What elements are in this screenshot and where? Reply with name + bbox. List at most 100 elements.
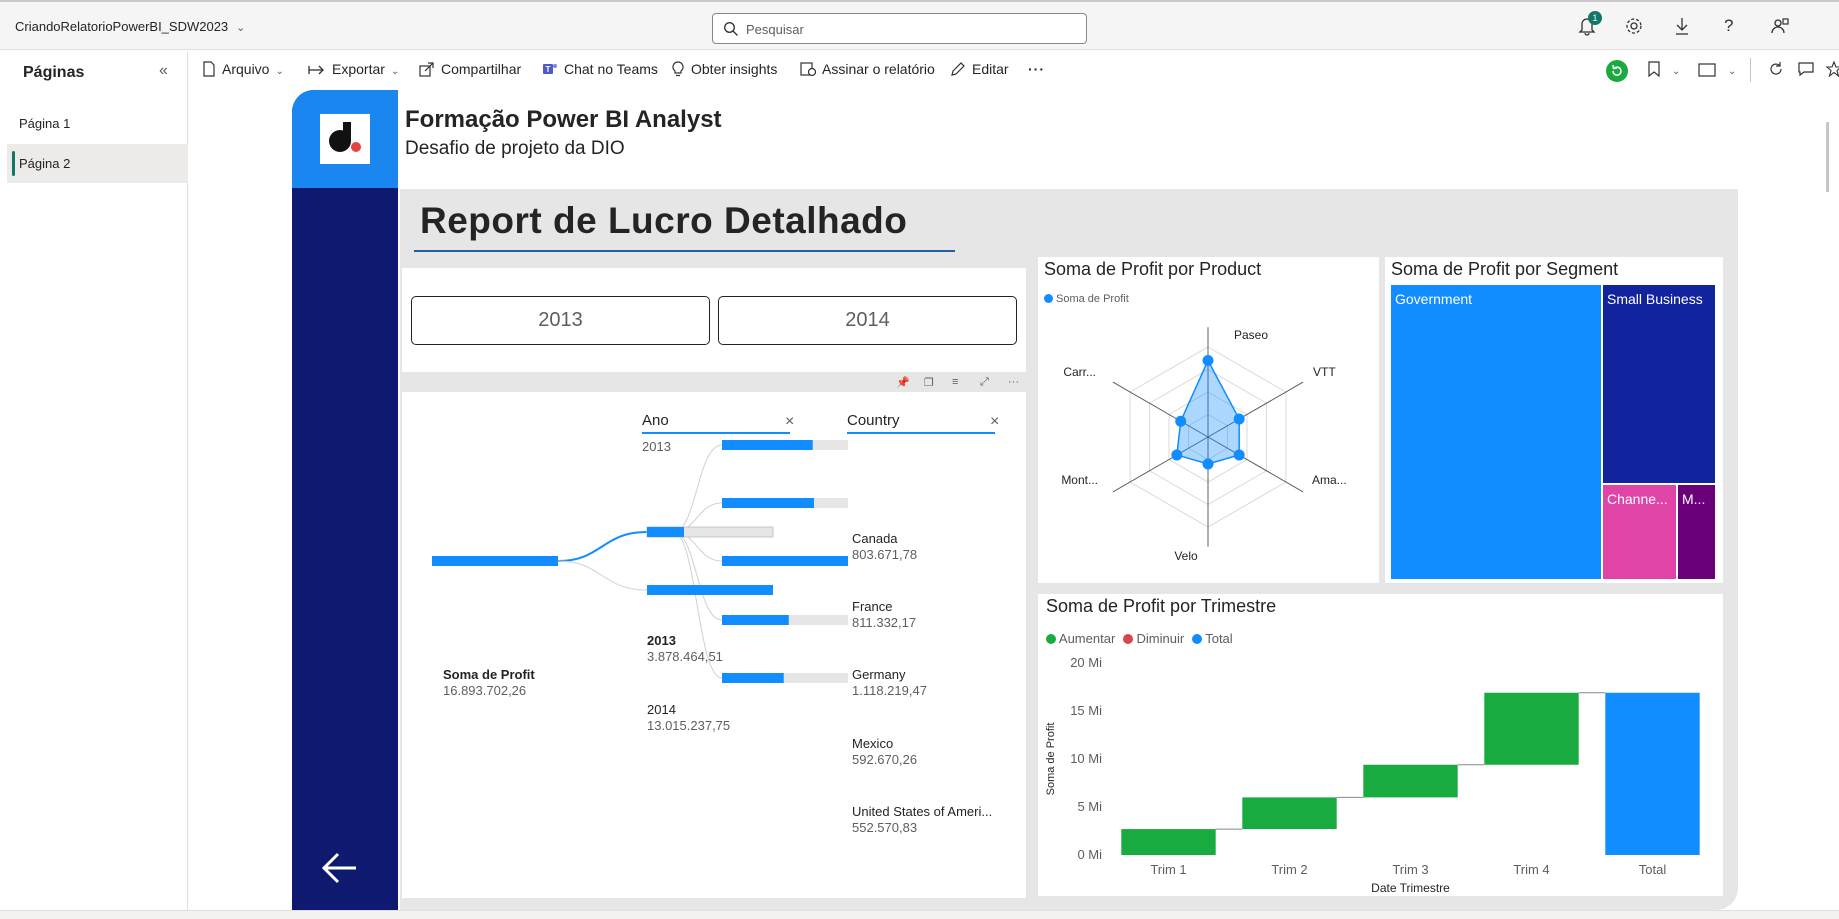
help-icon[interactable]: ? (1724, 16, 1734, 35)
legend-label: Soma de Profit (1056, 293, 1129, 305)
edit-button[interactable]: Editar (950, 61, 1009, 77)
report-toolbar: Arquivo ⌄ Exportar ⌄ Compartilhar T Chat no… (190, 52, 1839, 88)
year-slicer-2014[interactable]: 2014 (718, 296, 1017, 345)
treemap-tile-label: Government (1395, 291, 1473, 307)
x-tick-label: Total (1639, 862, 1667, 877)
legend-marker (1122, 634, 1133, 644)
teams-icon: T (543, 64, 557, 74)
more-options-icon[interactable]: ··· (1028, 61, 1045, 77)
treemap-tile-small-business[interactable]: Small Business (1603, 285, 1715, 483)
pencil-icon (951, 62, 965, 76)
radar-point[interactable] (1175, 415, 1187, 427)
radar-category-label: Velo (1174, 549, 1198, 563)
waterfall-bar[interactable] (1605, 692, 1700, 855)
waterfall-bar[interactable] (1121, 829, 1216, 855)
export-menu[interactable]: Exportar ⌄ (308, 61, 399, 77)
page-tab-2[interactable]: Página 2 (7, 144, 188, 183)
x-tick-label: Trim 1 (1150, 862, 1186, 877)
treemap-tile-government[interactable]: Government (1391, 285, 1601, 579)
country-node-label[interactable]: France (852, 599, 893, 614)
search-box[interactable]: Pesquisar (712, 13, 1087, 44)
subscribe-icon (800, 62, 817, 77)
copy-icon[interactable]: ❐ (924, 377, 934, 389)
filter-icon[interactable]: ≡ (952, 376, 959, 388)
waterfall-bar[interactable] (1363, 764, 1458, 798)
workspace-title[interactable]: CriandoRelatorioPowerBI_SDW2023 ⌄ (15, 19, 246, 34)
country-node-label[interactable]: United States of Ameri... (852, 804, 993, 819)
comment-icon[interactable] (1798, 61, 1820, 77)
toolbar-divider (1750, 58, 1751, 82)
radar-point[interactable] (1202, 355, 1214, 366)
focus-mode-icon[interactable]: ⤢ (980, 376, 989, 388)
country-node-value: 552.570,83 (852, 820, 918, 835)
lightbulb-icon (672, 61, 684, 77)
treemap-tile-midmarket[interactable]: M... (1678, 485, 1715, 579)
back-arrow-icon[interactable] (320, 850, 360, 891)
subscribe-report-button[interactable]: Assinar o relatório (800, 61, 935, 77)
settings-icon[interactable] (1624, 16, 1644, 40)
pages-pane: Páginas « Página 1 Página 2 (7, 52, 188, 919)
chat-in-teams-button[interactable]: T Chat no Teams (542, 61, 658, 77)
remove-level-icon[interactable]: × (990, 413, 999, 430)
account-icon[interactable] (1770, 16, 1790, 40)
more-options-icon[interactable]: ··· (1008, 376, 1019, 388)
level-header-ano-sub: 2013 (642, 439, 671, 454)
year-node-2014-value: 13.015.237,75 (647, 718, 731, 733)
x-tick-label: Trim 3 (1392, 862, 1428, 877)
country-node-bar[interactable] (722, 673, 784, 683)
scrollbar[interactable] (1826, 122, 1829, 192)
search-placeholder[interactable]: Pesquisar (746, 22, 804, 37)
bookmark-icon[interactable]: ⌄ (1648, 61, 1681, 78)
notifications-icon[interactable]: 1 (1578, 11, 1602, 40)
root-node-bar[interactable] (432, 556, 558, 566)
country-node-bar[interactable] (722, 440, 813, 450)
year-node-2013-label[interactable]: 2013 (647, 633, 676, 648)
radar-point[interactable] (1233, 449, 1245, 461)
x-tick-label: Trim 2 (1271, 862, 1307, 877)
radar-point[interactable] (1233, 413, 1245, 425)
collapse-pane-icon[interactable]: « (159, 62, 168, 79)
chevron-down-icon[interactable]: ⌄ (236, 22, 246, 34)
view-icon[interactable]: ⌄ (1698, 61, 1736, 77)
country-node-label[interactable]: Germany (852, 667, 906, 682)
radar-point[interactable] (1202, 458, 1214, 470)
svg-text:T: T (546, 65, 551, 74)
year-node-bar[interactable] (647, 585, 773, 595)
country-node-value: 592.670,26 (852, 752, 918, 767)
chevron-down-icon: ⌄ (1672, 66, 1681, 77)
country-node-value: 811.332,17 (852, 615, 917, 630)
country-node-value: 803.671,78 (852, 547, 918, 562)
file-menu[interactable]: Arquivo ⌄ (202, 61, 284, 77)
pin-icon[interactable]: 📌 (896, 377, 910, 389)
waterfall-bar[interactable] (1242, 797, 1337, 830)
download-icon[interactable] (1673, 16, 1691, 40)
root-node-label[interactable]: Soma de Profit (443, 667, 535, 682)
y-tick-label: 10 Mi (1070, 751, 1102, 766)
country-node-value: 1.118.219,47 (852, 683, 927, 698)
country-node-bar[interactable] (722, 556, 848, 566)
page-tab-1[interactable]: Página 1 (7, 104, 188, 143)
remove-level-icon[interactable]: × (785, 413, 794, 430)
reset-icon[interactable] (1606, 60, 1634, 82)
waterfall-bar[interactable] (1484, 692, 1579, 765)
year-slicer-2013[interactable]: 2013 (411, 296, 710, 345)
title-underline (414, 250, 955, 252)
treemap-tile-channel[interactable]: Channe... (1603, 485, 1676, 579)
favorite-icon[interactable] (1825, 60, 1839, 78)
radar-point[interactable] (1171, 449, 1183, 461)
y-tick-label: 0 Mi (1077, 847, 1102, 862)
share-button[interactable]: Compartilhar (419, 61, 521, 77)
country-node-label[interactable]: Canada (852, 531, 898, 546)
treemap-chart: Government Small Business Channe... M... (1391, 285, 1715, 579)
year-node-2014-label[interactable]: 2014 (647, 702, 676, 717)
country-node-bar[interactable] (722, 498, 814, 508)
level-header-country[interactable]: Country (847, 412, 900, 429)
country-node-bar[interactable] (722, 615, 789, 625)
export-icon (308, 65, 324, 75)
get-insights-button[interactable]: Obter insights (671, 61, 777, 77)
refresh-icon[interactable] (1768, 61, 1790, 77)
country-node-label[interactable]: Mexico (852, 736, 894, 751)
level-header-ano[interactable]: Ano (642, 412, 669, 429)
report-logo-area (292, 90, 398, 188)
status-bar (0, 910, 1839, 919)
